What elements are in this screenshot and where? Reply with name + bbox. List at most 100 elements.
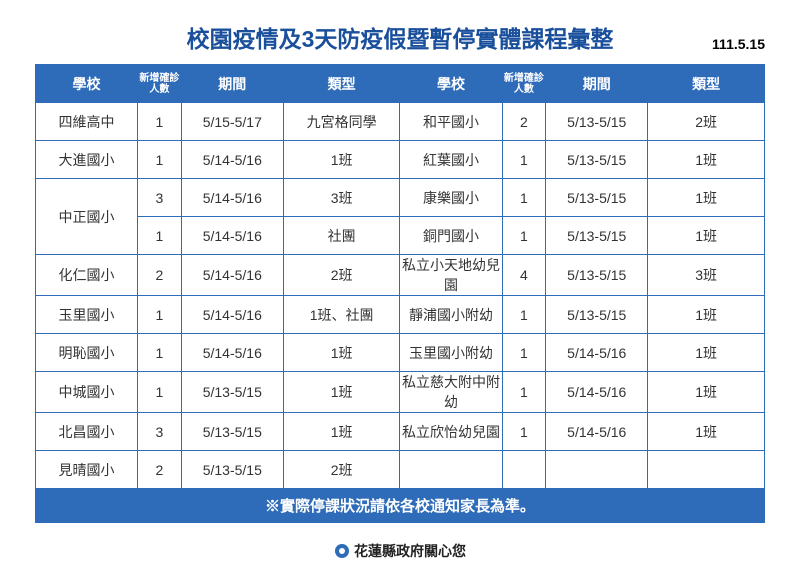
signature: 花蓮縣政府關心您: [35, 541, 765, 561]
cell-count: 1: [502, 141, 546, 179]
cell-count: 1: [502, 413, 546, 451]
cell-count: 3: [138, 413, 182, 451]
cell-period: 5/13-5/15: [181, 372, 283, 413]
col-period: 期間: [181, 65, 283, 103]
cell-school: 私立小天地幼兒園: [400, 255, 502, 296]
cell-type: 1班: [648, 413, 765, 451]
cell-period: 5/13-5/15: [546, 217, 648, 255]
cell-period: 5/14-5/16: [181, 334, 283, 372]
table-row: 中正國小35/14-5/163班康樂國小15/13-5/151班: [36, 179, 765, 217]
col-type: 類型: [648, 65, 765, 103]
cell-school: [400, 451, 502, 489]
table-row: 四維高中15/15-5/17九宮格同學和平國小25/13-5/152班: [36, 103, 765, 141]
cell-type: 1班: [648, 217, 765, 255]
cell-school: 康樂國小: [400, 179, 502, 217]
cell-count: 1: [138, 334, 182, 372]
cell-type: 1班: [648, 372, 765, 413]
table-row: 見晴國小25/13-5/152班: [36, 451, 765, 489]
col-count: 新增確診人數: [138, 65, 182, 103]
cell-type: 1班: [283, 413, 400, 451]
cell-count: 1: [138, 103, 182, 141]
col-type: 類型: [283, 65, 400, 103]
cell-type: 社團: [283, 217, 400, 255]
col-school: 學校: [400, 65, 502, 103]
cell-type: 3班: [648, 255, 765, 296]
cell-school: 和平國小: [400, 103, 502, 141]
cell-period: 5/13-5/15: [546, 296, 648, 334]
cell-period: 5/13-5/15: [181, 451, 283, 489]
cell-school: 玉里國小附幼: [400, 334, 502, 372]
cell-period: 5/14-5/16: [181, 179, 283, 217]
table-row: 化仁國小25/14-5/162班私立小天地幼兒園45/13-5/153班: [36, 255, 765, 296]
cell-type: 1班: [648, 334, 765, 372]
table-row: 大進國小15/14-5/161班紅葉國小15/13-5/151班: [36, 141, 765, 179]
cell-period: 5/14-5/16: [181, 141, 283, 179]
cell-type: 1班: [283, 372, 400, 413]
page-title: 校園疫情及3天防疫假暨暫停實體課程彙整: [187, 20, 614, 54]
cell-period: 5/13-5/15: [546, 141, 648, 179]
footer-note: ※實際停課狀況請依各校通知家長為準。: [35, 489, 765, 523]
signature-text: 花蓮縣政府關心您: [354, 541, 466, 561]
cell-period: 5/13-5/15: [546, 255, 648, 296]
table-row: 15/14-5/16社團銅門國小15/13-5/151班: [36, 217, 765, 255]
cell-school: 化仁國小: [36, 255, 138, 296]
cell-count: [502, 451, 546, 489]
table-row: 北昌國小35/13-5/151班私立欣怡幼兒園15/14-5/161班: [36, 413, 765, 451]
cell-type: 1班、社團: [283, 296, 400, 334]
cell-count: 2: [138, 255, 182, 296]
cell-count: 1: [502, 296, 546, 334]
cell-school: 明恥國小: [36, 334, 138, 372]
cell-count: 1: [502, 334, 546, 372]
cell-type: [648, 451, 765, 489]
cell-school: 四維高中: [36, 103, 138, 141]
cell-type: 1班: [283, 334, 400, 372]
cell-type: 2班: [283, 451, 400, 489]
cell-type: 1班: [648, 296, 765, 334]
cell-type: 九宮格同學: [283, 103, 400, 141]
cell-school: 私立慈大附中附幼: [400, 372, 502, 413]
cell-type: 1班: [648, 141, 765, 179]
cell-count: 2: [502, 103, 546, 141]
cell-period: 5/15-5/17: [181, 103, 283, 141]
table-header-row: 學校 新增確診人數 期間 類型 學校 新增確診人數 期間 類型: [36, 65, 765, 103]
cell-school: 玉里國小: [36, 296, 138, 334]
cell-count: 1: [502, 179, 546, 217]
cell-period: 5/14-5/16: [181, 255, 283, 296]
cell-school: 銅門國小: [400, 217, 502, 255]
cell-school: 中正國小: [36, 179, 138, 255]
cell-type: 2班: [648, 103, 765, 141]
cell-count: 2: [138, 451, 182, 489]
cell-school: 紅葉國小: [400, 141, 502, 179]
cell-count: 1: [502, 372, 546, 413]
cell-count: 1: [138, 217, 182, 255]
table-body: 四維高中15/15-5/17九宮格同學和平國小25/13-5/152班大進國小1…: [36, 103, 765, 489]
cell-count: 1: [502, 217, 546, 255]
table-row: 明恥國小15/14-5/161班玉里國小附幼15/14-5/161班: [36, 334, 765, 372]
cell-period: 5/14-5/16: [181, 217, 283, 255]
cell-period: 5/14-5/16: [546, 372, 648, 413]
cell-period: [546, 451, 648, 489]
cell-school: 見晴國小: [36, 451, 138, 489]
cell-count: 3: [138, 179, 182, 217]
cell-school: 北昌國小: [36, 413, 138, 451]
cell-period: 5/14-5/16: [546, 413, 648, 451]
cell-period: 5/14-5/16: [181, 296, 283, 334]
cell-type: 3班: [283, 179, 400, 217]
cell-type: 1班: [648, 179, 765, 217]
col-period: 期間: [546, 65, 648, 103]
cell-count: 1: [138, 296, 182, 334]
cell-count: 1: [138, 372, 182, 413]
cell-school: 大進國小: [36, 141, 138, 179]
gov-logo-icon: [334, 543, 350, 559]
header: 校園疫情及3天防疫假暨暫停實體課程彙整 111.5.15: [35, 20, 765, 54]
cell-period: 5/13-5/15: [546, 179, 648, 217]
cell-count: 1: [138, 141, 182, 179]
col-school: 學校: [36, 65, 138, 103]
cell-period: 5/14-5/16: [546, 334, 648, 372]
table-row: 玉里國小15/14-5/161班、社團靜浦國小附幼15/13-5/151班: [36, 296, 765, 334]
col-count: 新增確診人數: [502, 65, 546, 103]
date-stamp: 111.5.15: [712, 36, 765, 52]
cell-type: 1班: [283, 141, 400, 179]
cell-count: 4: [502, 255, 546, 296]
outbreak-table: 學校 新增確診人數 期間 類型 學校 新增確診人數 期間 類型 四維高中15/1…: [35, 64, 765, 489]
